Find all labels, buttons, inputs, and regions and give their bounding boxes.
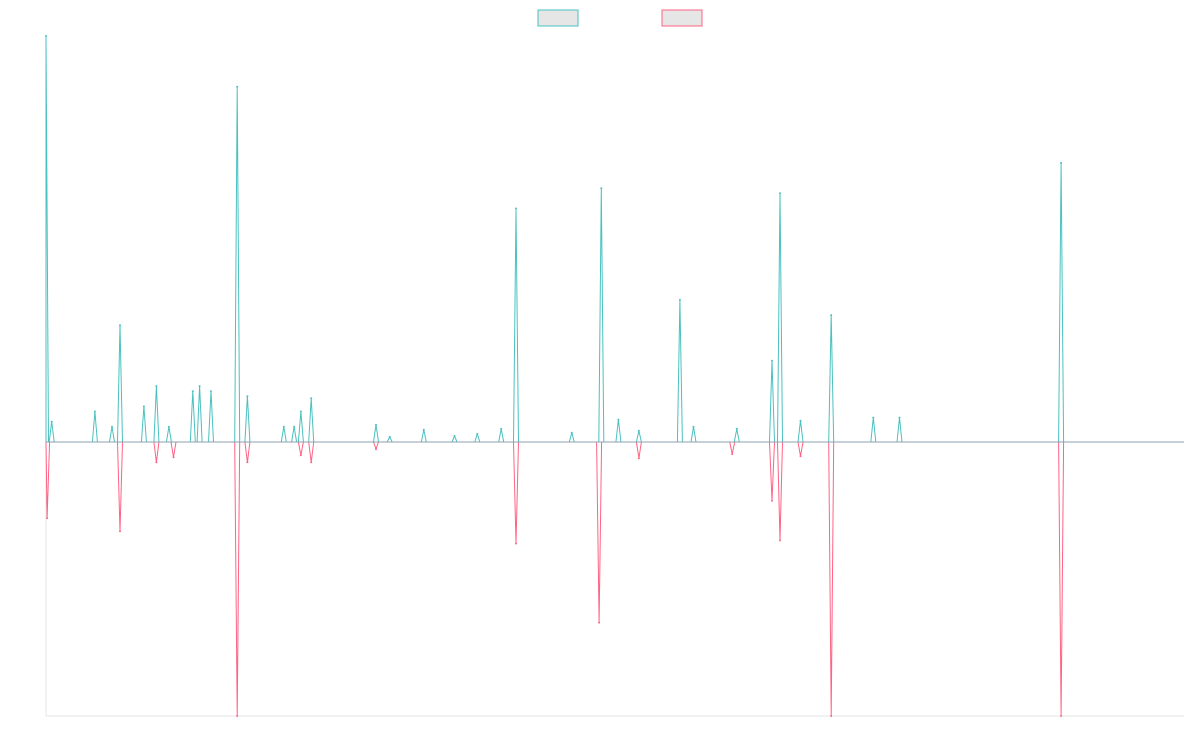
- series-1: [45, 35, 1184, 443]
- series-1-point-22[interactable]: [476, 432, 479, 435]
- series-1-point-15[interactable]: [293, 425, 296, 428]
- series-1-point-20[interactable]: [422, 428, 425, 431]
- series-1-point-10[interactable]: [198, 385, 201, 388]
- series-2-point-12[interactable]: [637, 457, 640, 460]
- series-2-point-15[interactable]: [779, 539, 781, 542]
- series-1-point-33[interactable]: [779, 192, 781, 195]
- series-layer: [45, 35, 1184, 717]
- series-1-point-28[interactable]: [637, 429, 640, 432]
- series-1-point-26[interactable]: [600, 187, 603, 190]
- series-2-point-4[interactable]: [172, 456, 175, 459]
- legend-swatch-1[interactable]: [537, 9, 579, 27]
- series-1-point-37[interactable]: [898, 416, 901, 419]
- legend[interactable]: [537, 9, 703, 27]
- series-2-point-1[interactable]: [46, 517, 49, 520]
- series-1-point-2[interactable]: [50, 420, 53, 423]
- series-2-point-7[interactable]: [299, 454, 302, 457]
- series-1-point-17[interactable]: [310, 397, 313, 400]
- series-2-point-11[interactable]: [598, 621, 601, 624]
- series-1-point-31[interactable]: [735, 427, 738, 430]
- series-1-point-1[interactable]: [45, 35, 47, 37]
- series-2-point-3[interactable]: [155, 461, 158, 464]
- series-2-point-2[interactable]: [119, 530, 121, 533]
- series-1-point-12[interactable]: [236, 85, 239, 88]
- series-2-point-13[interactable]: [731, 453, 734, 456]
- series-2-point-10[interactable]: [515, 542, 517, 545]
- series-2-line: [45, 441, 1184, 717]
- legend-item-1[interactable]: [537, 9, 579, 27]
- series-1-point-19[interactable]: [388, 435, 391, 438]
- series-1-point-6[interactable]: [142, 405, 145, 408]
- series-2-point-8[interactable]: [310, 461, 313, 464]
- series-1-point-30[interactable]: [692, 425, 695, 428]
- series-1-point-21[interactable]: [453, 434, 456, 437]
- series-1-point-23[interactable]: [500, 427, 503, 430]
- series-2-point-17[interactable]: [830, 715, 833, 717]
- series-1-point-13[interactable]: [246, 395, 249, 398]
- series-1-point-14[interactable]: [282, 425, 285, 428]
- series-2-point-16[interactable]: [799, 455, 802, 458]
- series-1-point-7[interactable]: [155, 385, 158, 388]
- series-1-point-8[interactable]: [167, 425, 170, 428]
- legend-item-2[interactable]: [661, 9, 703, 27]
- series-2-point-5[interactable]: [236, 715, 239, 717]
- series-1-point-18[interactable]: [375, 423, 377, 426]
- series-1-point-35[interactable]: [830, 314, 833, 317]
- series-1-point-11[interactable]: [210, 390, 212, 393]
- series-1-point-3[interactable]: [93, 410, 96, 413]
- chart-axes: [45, 36, 1184, 717]
- series-2-point-6[interactable]: [246, 461, 249, 464]
- series-1-point-16[interactable]: [299, 410, 302, 413]
- series-2-point-9[interactable]: [375, 448, 377, 451]
- series-1-point-9[interactable]: [191, 390, 194, 393]
- series-1-point-29[interactable]: [678, 298, 681, 301]
- series-2-point-18[interactable]: [1060, 715, 1063, 717]
- series-1-point-32[interactable]: [771, 359, 773, 362]
- legend-swatch-2[interactable]: [661, 9, 703, 27]
- series-1-point-24[interactable]: [515, 207, 517, 210]
- series-1-point-5[interactable]: [119, 324, 121, 327]
- series-1-point-36[interactable]: [872, 416, 875, 419]
- series-1-line: [45, 35, 1184, 443]
- series-1-point-38[interactable]: [1060, 161, 1063, 164]
- series-1-point-34[interactable]: [799, 419, 802, 422]
- series-2: [45, 441, 1184, 717]
- series-1-point-4[interactable]: [111, 425, 113, 428]
- series-1-point-25[interactable]: [570, 431, 573, 434]
- series-1-point-27[interactable]: [617, 418, 620, 421]
- series-2-point-14[interactable]: [771, 499, 773, 502]
